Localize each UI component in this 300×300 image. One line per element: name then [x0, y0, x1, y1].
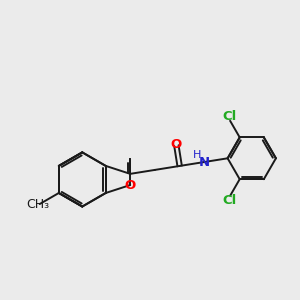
Text: CH₃: CH₃	[27, 197, 50, 211]
Text: N: N	[199, 155, 210, 169]
Text: Cl: Cl	[222, 194, 236, 207]
Text: O: O	[170, 138, 182, 151]
Text: Cl: Cl	[222, 110, 236, 123]
Text: O: O	[124, 178, 136, 191]
Text: H: H	[193, 150, 201, 160]
